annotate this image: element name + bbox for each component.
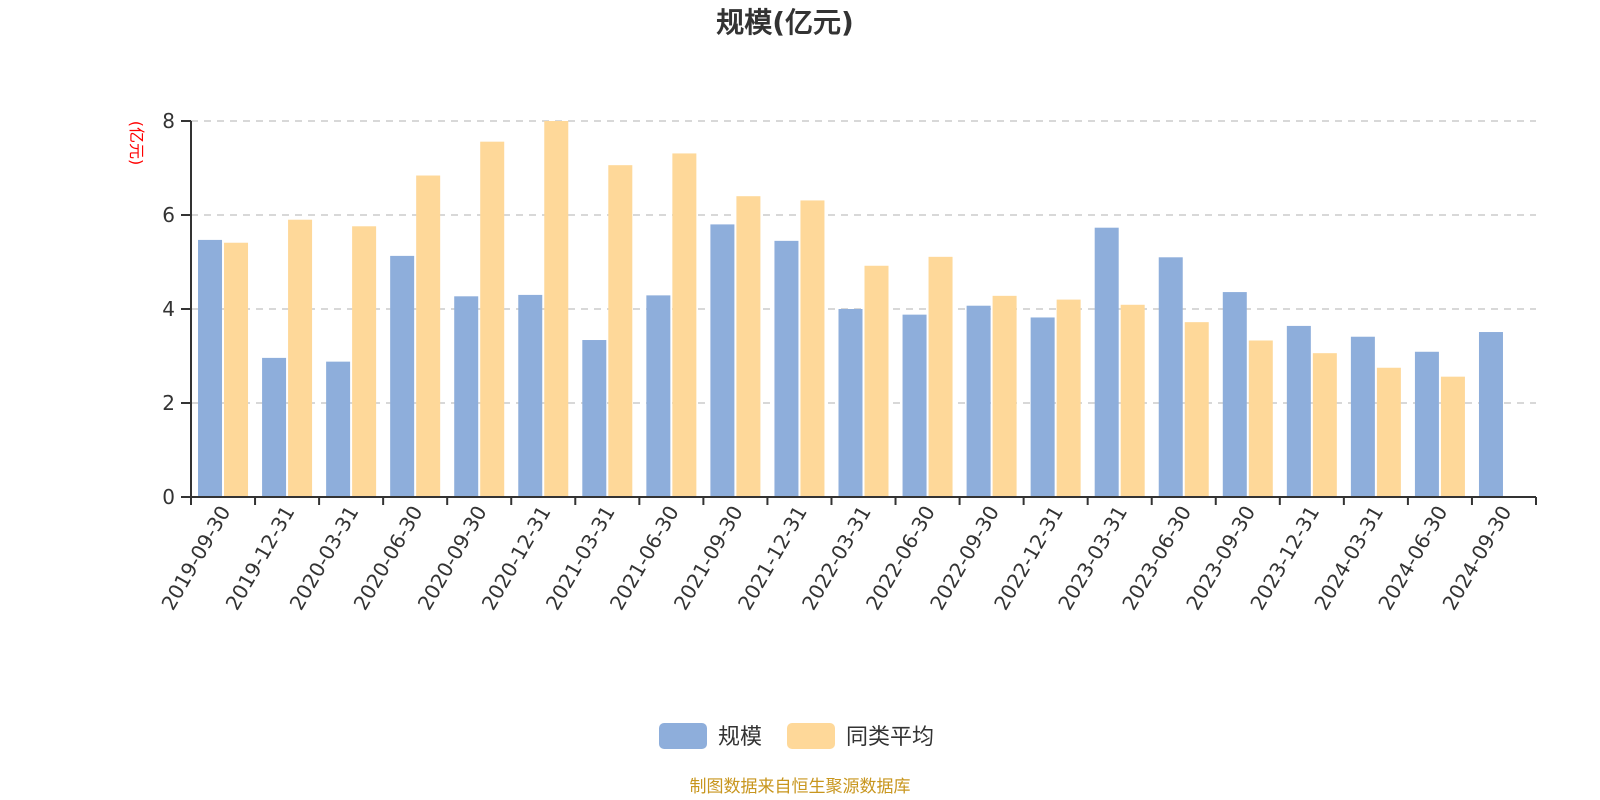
bar-peer-average-2022-06-30 [928,256,953,497]
y-tick-label-0: 0 [162,485,175,509]
legend-swatch-scale [659,723,707,749]
bar-peer-average-2020-09-30 [480,141,505,497]
bar-peer-average-2022-12-31 [1056,299,1081,497]
bar-scale-2024-06-30 [1414,351,1439,497]
grid-lines [191,120,1536,404]
data-source-note: 制图数据来自恒生聚源数据库 [690,777,911,797]
bar-peer-average-2019-12-31 [288,219,313,497]
chart-title: 规模(亿元) [716,6,854,39]
y-axis-label: (亿元) [127,121,146,166]
bar-scale-2019-09-30 [198,239,223,497]
bar-scale-2020-09-30 [454,296,479,497]
bar-scale-2022-06-30 [902,314,927,497]
bar-scale-2021-06-30 [646,295,671,497]
bar-scale-2019-12-31 [262,357,287,497]
bar-peer-average-2023-09-30 [1248,340,1273,497]
bar-peer-average-2019-09-30 [224,242,249,497]
bar-scale-2022-12-31 [1030,317,1055,497]
bar-scale-2023-03-31 [1094,227,1119,497]
bar-scale-2024-09-30 [1478,332,1503,497]
bar-peer-average-2020-03-31 [352,226,377,497]
y-tick-label-1: 2 [162,391,175,415]
bar-scale-2021-12-31 [774,240,799,497]
x-ticks: 2019-09-302019-12-312020-03-312020-06-30… [156,497,1537,614]
bar-peer-average-2024-03-31 [1376,367,1401,497]
y-tick-label-3: 6 [162,203,175,227]
bar-scale-2020-12-31 [518,294,543,497]
bar-peer-average-2022-03-31 [864,265,889,497]
bar-scale-2021-09-30 [710,224,735,497]
bar-scale-2022-09-30 [966,305,991,497]
bar-scale-2023-09-30 [1222,292,1247,497]
bar-peer-average-2023-12-31 [1312,353,1337,497]
bar-peer-average-2024-06-30 [1440,376,1465,497]
bar-scale-2020-03-31 [326,361,351,497]
bar-scale-2020-06-30 [390,255,415,497]
legend-label-scale: 规模 [718,725,762,750]
bar-scale-2022-03-31 [838,309,863,497]
y-tick-label-2: 4 [162,297,175,321]
bar-peer-average-2021-12-31 [800,200,825,497]
bar-peer-average-2022-09-30 [992,295,1017,497]
bar-scale-2023-06-30 [1158,257,1183,497]
legend-swatch-peer-average [787,723,835,749]
bar-peer-average-2021-09-30 [736,196,761,497]
bar-scale-2023-12-31 [1286,325,1311,497]
bars [198,121,1503,497]
bar-peer-average-2023-03-31 [1120,304,1145,497]
bar-peer-average-2020-06-30 [416,175,441,497]
legend: 规模 同类平均 [659,723,934,750]
bar-scale-2024-03-31 [1350,336,1375,497]
bar-peer-average-2021-06-30 [672,153,697,497]
bar-peer-average-2020-12-31 [544,121,569,497]
bar-peer-average-2023-06-30 [1184,322,1209,497]
y-ticks: 0 2 4 6 8 [162,109,191,509]
bar-scale-2021-03-31 [582,340,607,497]
y-tick-label-4: 8 [162,109,175,133]
bar-peer-average-2021-03-31 [608,165,633,497]
legend-label-peer-average: 同类平均 [846,725,934,750]
